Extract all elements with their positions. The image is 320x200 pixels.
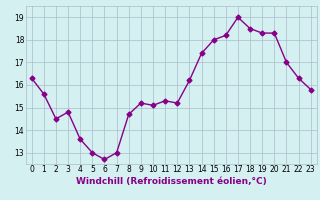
X-axis label: Windchill (Refroidissement éolien,°C): Windchill (Refroidissement éolien,°C) (76, 177, 267, 186)
